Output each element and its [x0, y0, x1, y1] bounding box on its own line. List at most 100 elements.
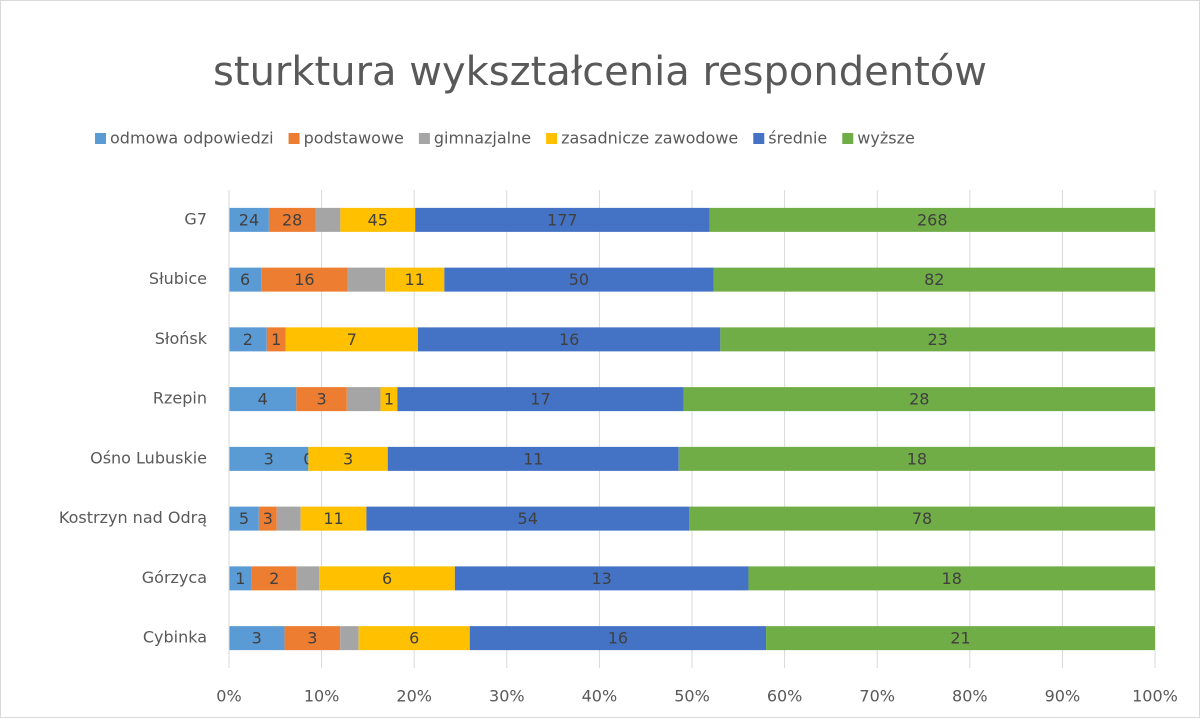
data-label: 28: [909, 390, 929, 409]
data-label: 3: [343, 449, 353, 468]
bar-segment: [229, 626, 285, 651]
legend-swatch: [842, 133, 854, 144]
bar-segment: [347, 267, 386, 292]
x-tick-label: 20%: [396, 687, 432, 706]
data-label: 24: [239, 210, 259, 229]
bar-segment: [229, 566, 252, 591]
bar-segment: [748, 566, 1155, 591]
data-label: 268: [917, 210, 948, 229]
data-label: 54: [518, 509, 538, 528]
bar-segment: [678, 446, 1155, 471]
bar-segment: [284, 626, 341, 651]
x-tick-label: 40%: [582, 687, 618, 706]
legend-swatch: [753, 133, 765, 144]
y-tick-label: G7: [184, 209, 207, 228]
bar-segment: [766, 626, 1155, 651]
data-label: 6: [409, 629, 419, 648]
bar-segment: [454, 566, 749, 591]
data-label: 45: [368, 210, 388, 229]
data-label: 3: [307, 629, 317, 648]
data-label: 18: [942, 569, 962, 588]
y-tick-label: Ośno Lubuskie: [90, 448, 207, 467]
data-label: 1: [235, 569, 245, 588]
data-label: 16: [608, 629, 628, 648]
bar-segment: [713, 267, 1155, 292]
bar-segment: [285, 327, 418, 352]
data-label: 3: [317, 390, 327, 409]
data-label: 6: [382, 569, 392, 588]
bar-segment: [709, 207, 1155, 232]
data-label: 18: [907, 449, 927, 468]
bar-segment: [308, 446, 388, 471]
bar-segment: [340, 626, 359, 651]
bar-segment: [229, 267, 262, 292]
data-label: 11: [405, 270, 425, 289]
data-label: 6: [240, 270, 250, 289]
bar-segment: [266, 327, 286, 352]
legend-label: wyższe: [857, 129, 915, 148]
bar-segment: [380, 387, 398, 412]
data-label: 21: [950, 629, 970, 648]
data-label: 1: [271, 330, 281, 349]
bar-segment: [385, 267, 445, 292]
data-label: 28: [282, 210, 302, 229]
data-label: 11: [523, 449, 543, 468]
bar-segment: [358, 626, 470, 651]
chart-title: sturktura wykształcenia respondentów: [213, 49, 987, 95]
bar-segment: [229, 327, 267, 352]
x-tick-label: 0%: [216, 687, 241, 706]
bar-segment: [268, 207, 316, 232]
x-tick-label: 50%: [674, 687, 710, 706]
data-label: 177: [547, 210, 578, 229]
bar-segment: [340, 207, 416, 232]
y-tick-label: Kostrzyn nad Odrą: [59, 508, 207, 527]
x-tick-label: 90%: [1045, 687, 1081, 706]
data-label: 16: [559, 330, 579, 349]
x-tick-label: 80%: [952, 687, 988, 706]
data-label: 17: [530, 390, 550, 409]
x-tick-label: 100%: [1132, 687, 1178, 706]
data-label: 13: [591, 569, 611, 588]
bar-segment: [689, 506, 1155, 531]
bar-segment: [720, 327, 1155, 352]
bar-segment: [300, 506, 367, 531]
data-label: 2: [269, 569, 279, 588]
legend-label: średnie: [768, 129, 827, 148]
x-tick-label: 70%: [859, 687, 895, 706]
data-label: 82: [924, 270, 944, 289]
bar-segment: [683, 387, 1155, 412]
data-label: 16: [294, 270, 314, 289]
y-tick-label: Rzepin: [153, 389, 207, 408]
y-tick-label: Słubice: [149, 269, 207, 288]
legend-label: podstawowe: [304, 129, 404, 148]
bar-segment: [258, 506, 277, 531]
bar-segment: [319, 566, 455, 591]
legend-swatch: [546, 133, 558, 144]
data-label: 4: [258, 390, 268, 409]
legend-swatch: [288, 133, 300, 144]
bar-segment: [469, 626, 767, 651]
legend-label: gimnazjalne: [434, 129, 531, 148]
bar-segment: [444, 267, 714, 292]
y-tick-label: Górzyca: [142, 568, 207, 587]
data-label: 5: [239, 509, 249, 528]
bar-segment: [251, 566, 297, 591]
bar-segment: [296, 566, 320, 591]
data-label: 50: [569, 270, 589, 289]
bar-segment: [229, 387, 297, 412]
bar-segment: [346, 387, 381, 412]
bar-segment: [415, 207, 710, 232]
bar-segment: [276, 506, 301, 531]
data-label: 11: [323, 509, 343, 528]
data-label: 23: [927, 330, 947, 349]
legend-swatch: [418, 133, 430, 144]
bar-segment: [229, 446, 309, 471]
data-label: 2: [243, 330, 253, 349]
data-label: 3: [263, 509, 273, 528]
data-label: 3: [264, 449, 274, 468]
bar-segment: [261, 267, 348, 292]
legend-label: zasadnicze zawodowe: [561, 129, 738, 148]
y-tick-label: Cybinka: [143, 628, 207, 647]
